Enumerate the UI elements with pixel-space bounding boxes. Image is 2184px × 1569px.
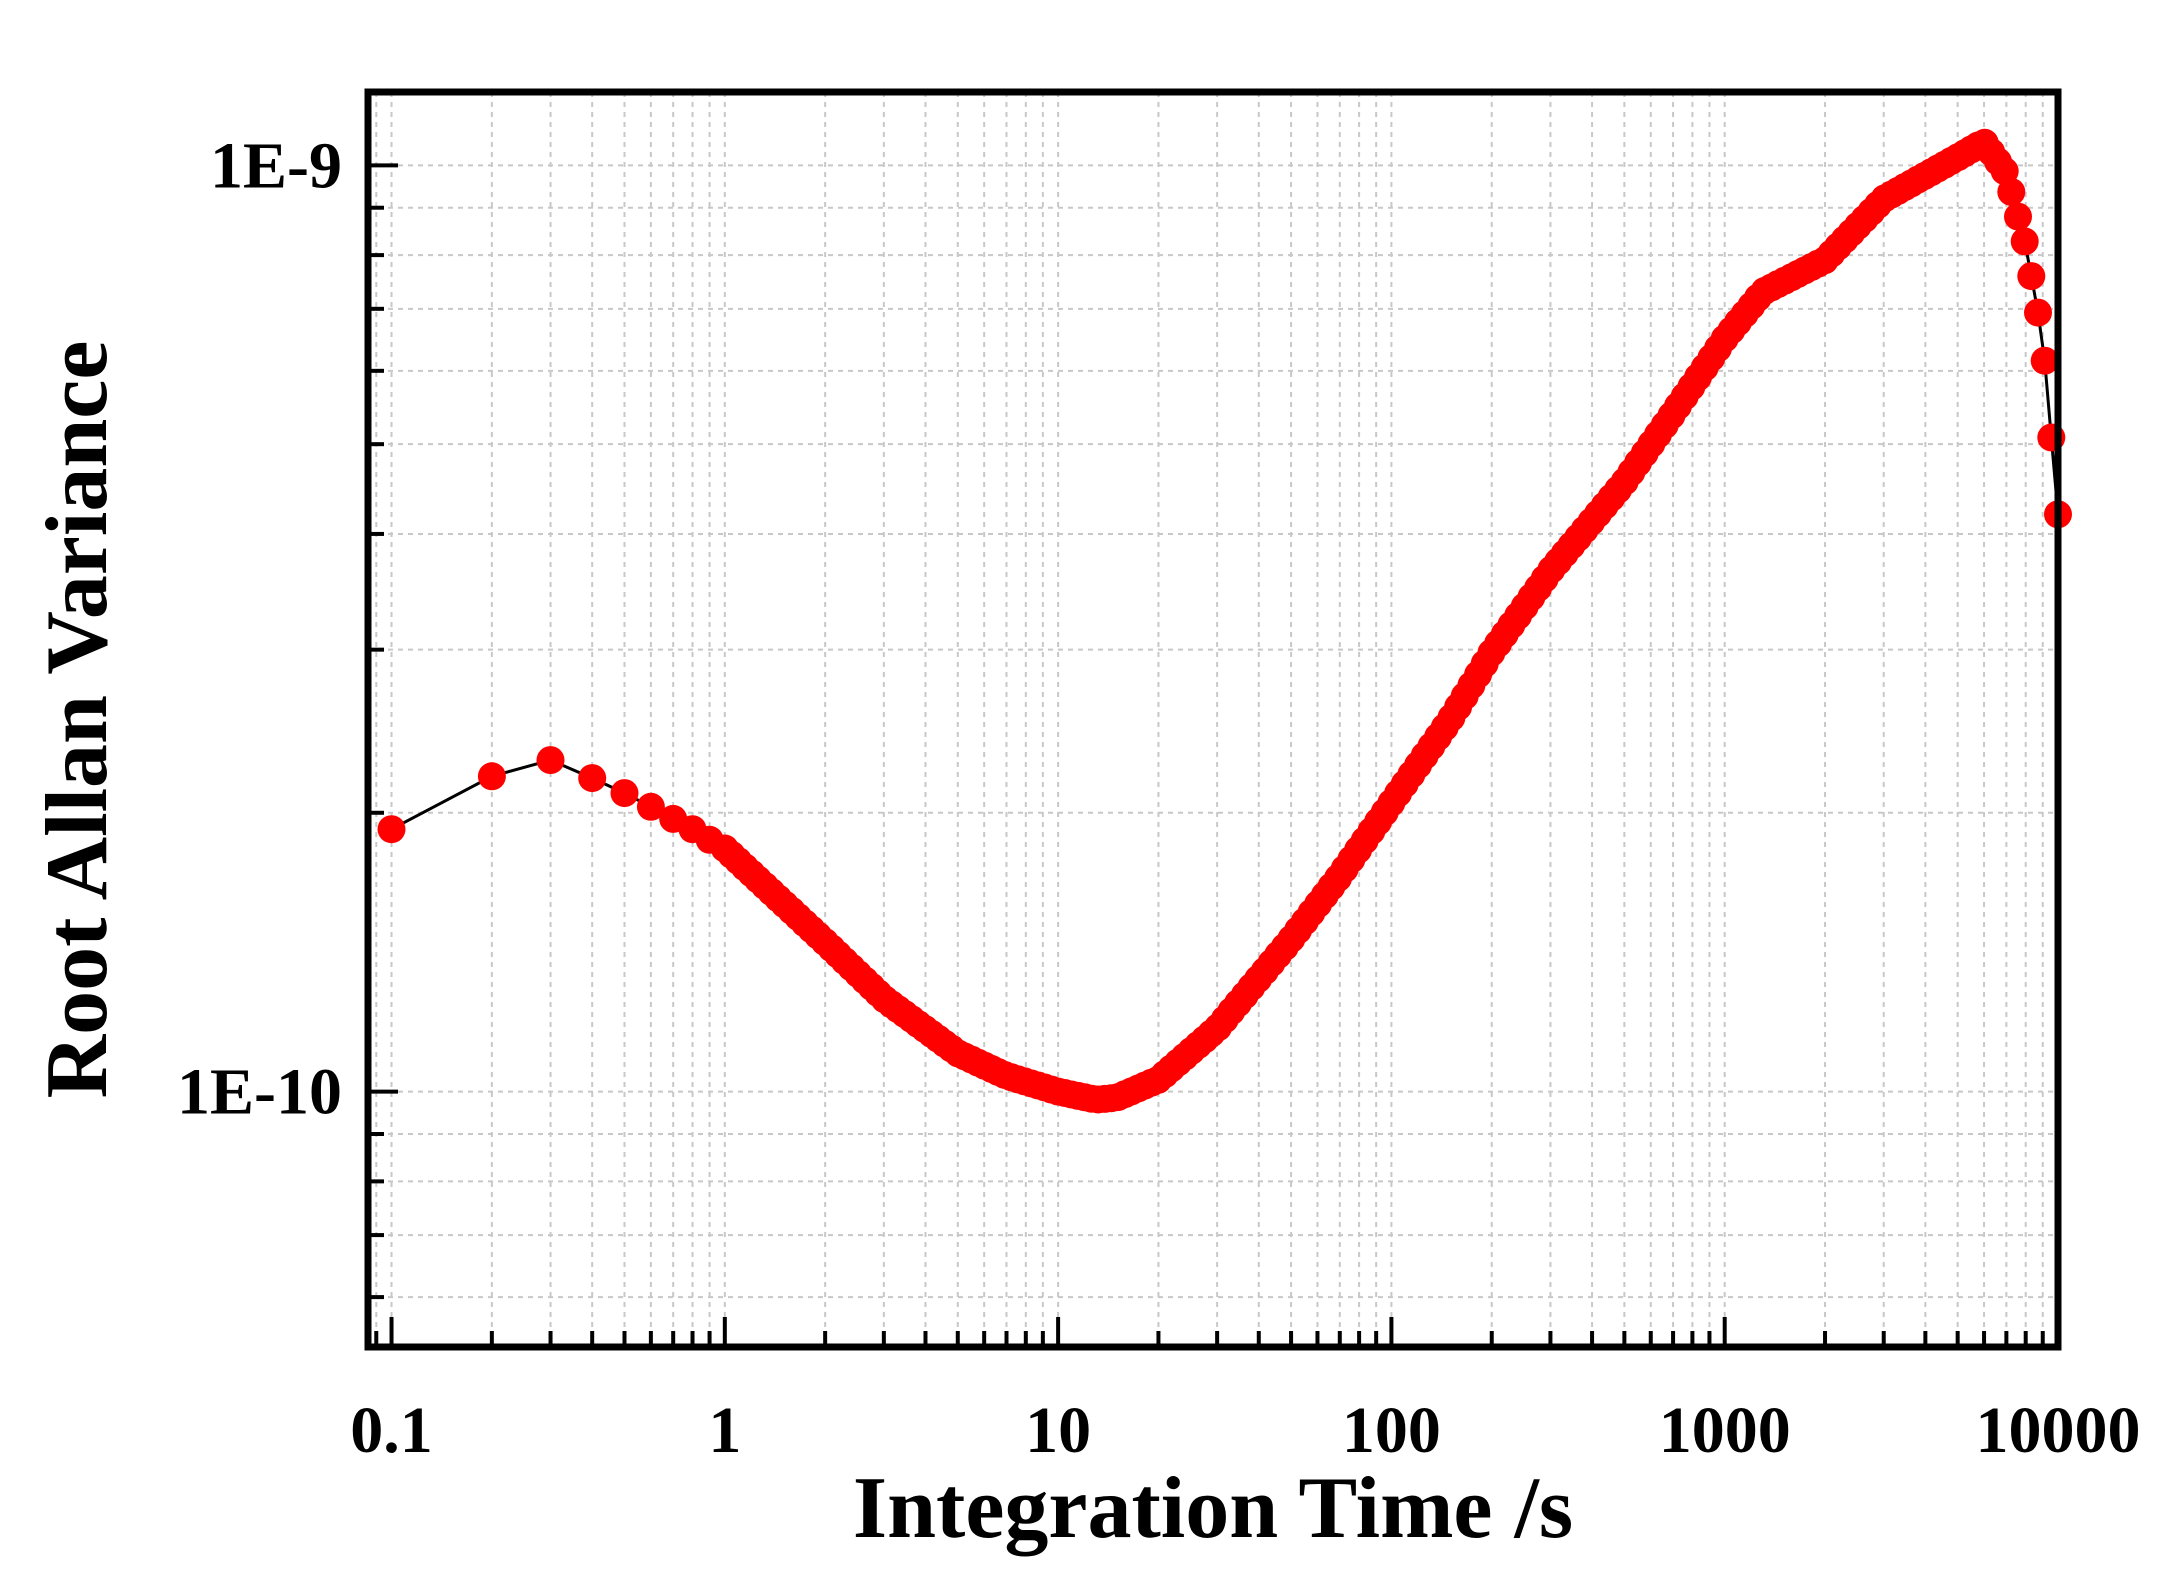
data-point	[536, 746, 565, 775]
x-tick-label: 0.1	[350, 1394, 433, 1467]
axis-ticks	[368, 163, 2060, 1347]
data-point	[610, 779, 639, 808]
x-tick-label: 1000	[1659, 1394, 1791, 1467]
data-point	[636, 792, 665, 821]
x-tick-label: 10	[1025, 1394, 1091, 1467]
plot-frame	[364, 88, 2062, 1351]
x-axis-title: Integration Time /s	[853, 1460, 1573, 1557]
x-axis-tick-labels: 0.1 1 10 100 1000 10000	[350, 1394, 2140, 1467]
y-axis-title: Root Allan Variance	[29, 341, 126, 1099]
data-point	[2024, 298, 2052, 327]
connector-line	[390, 140, 2060, 1102]
data-point	[2010, 227, 2039, 256]
data-point	[2030, 346, 2059, 375]
data-point	[2004, 202, 2032, 231]
connector-line-layer	[390, 140, 2060, 1102]
data-point	[1997, 177, 2026, 206]
x-tick-label: 1	[708, 1394, 741, 1467]
x-tick-label: 100	[1342, 1394, 1441, 1467]
x-tick-label: 10000	[1976, 1394, 2141, 1467]
data-point	[2017, 262, 2046, 291]
data-point	[578, 764, 607, 793]
data-points	[377, 128, 2072, 1114]
data-point	[477, 762, 506, 791]
y-tick-label: 1E-9	[210, 129, 342, 202]
data-point	[377, 815, 406, 844]
y-axis-tick-labels: 1E-10 1E-9	[177, 129, 342, 1128]
grid-lines	[368, 92, 2059, 1347]
y-tick-label: 1E-10	[177, 1056, 342, 1129]
